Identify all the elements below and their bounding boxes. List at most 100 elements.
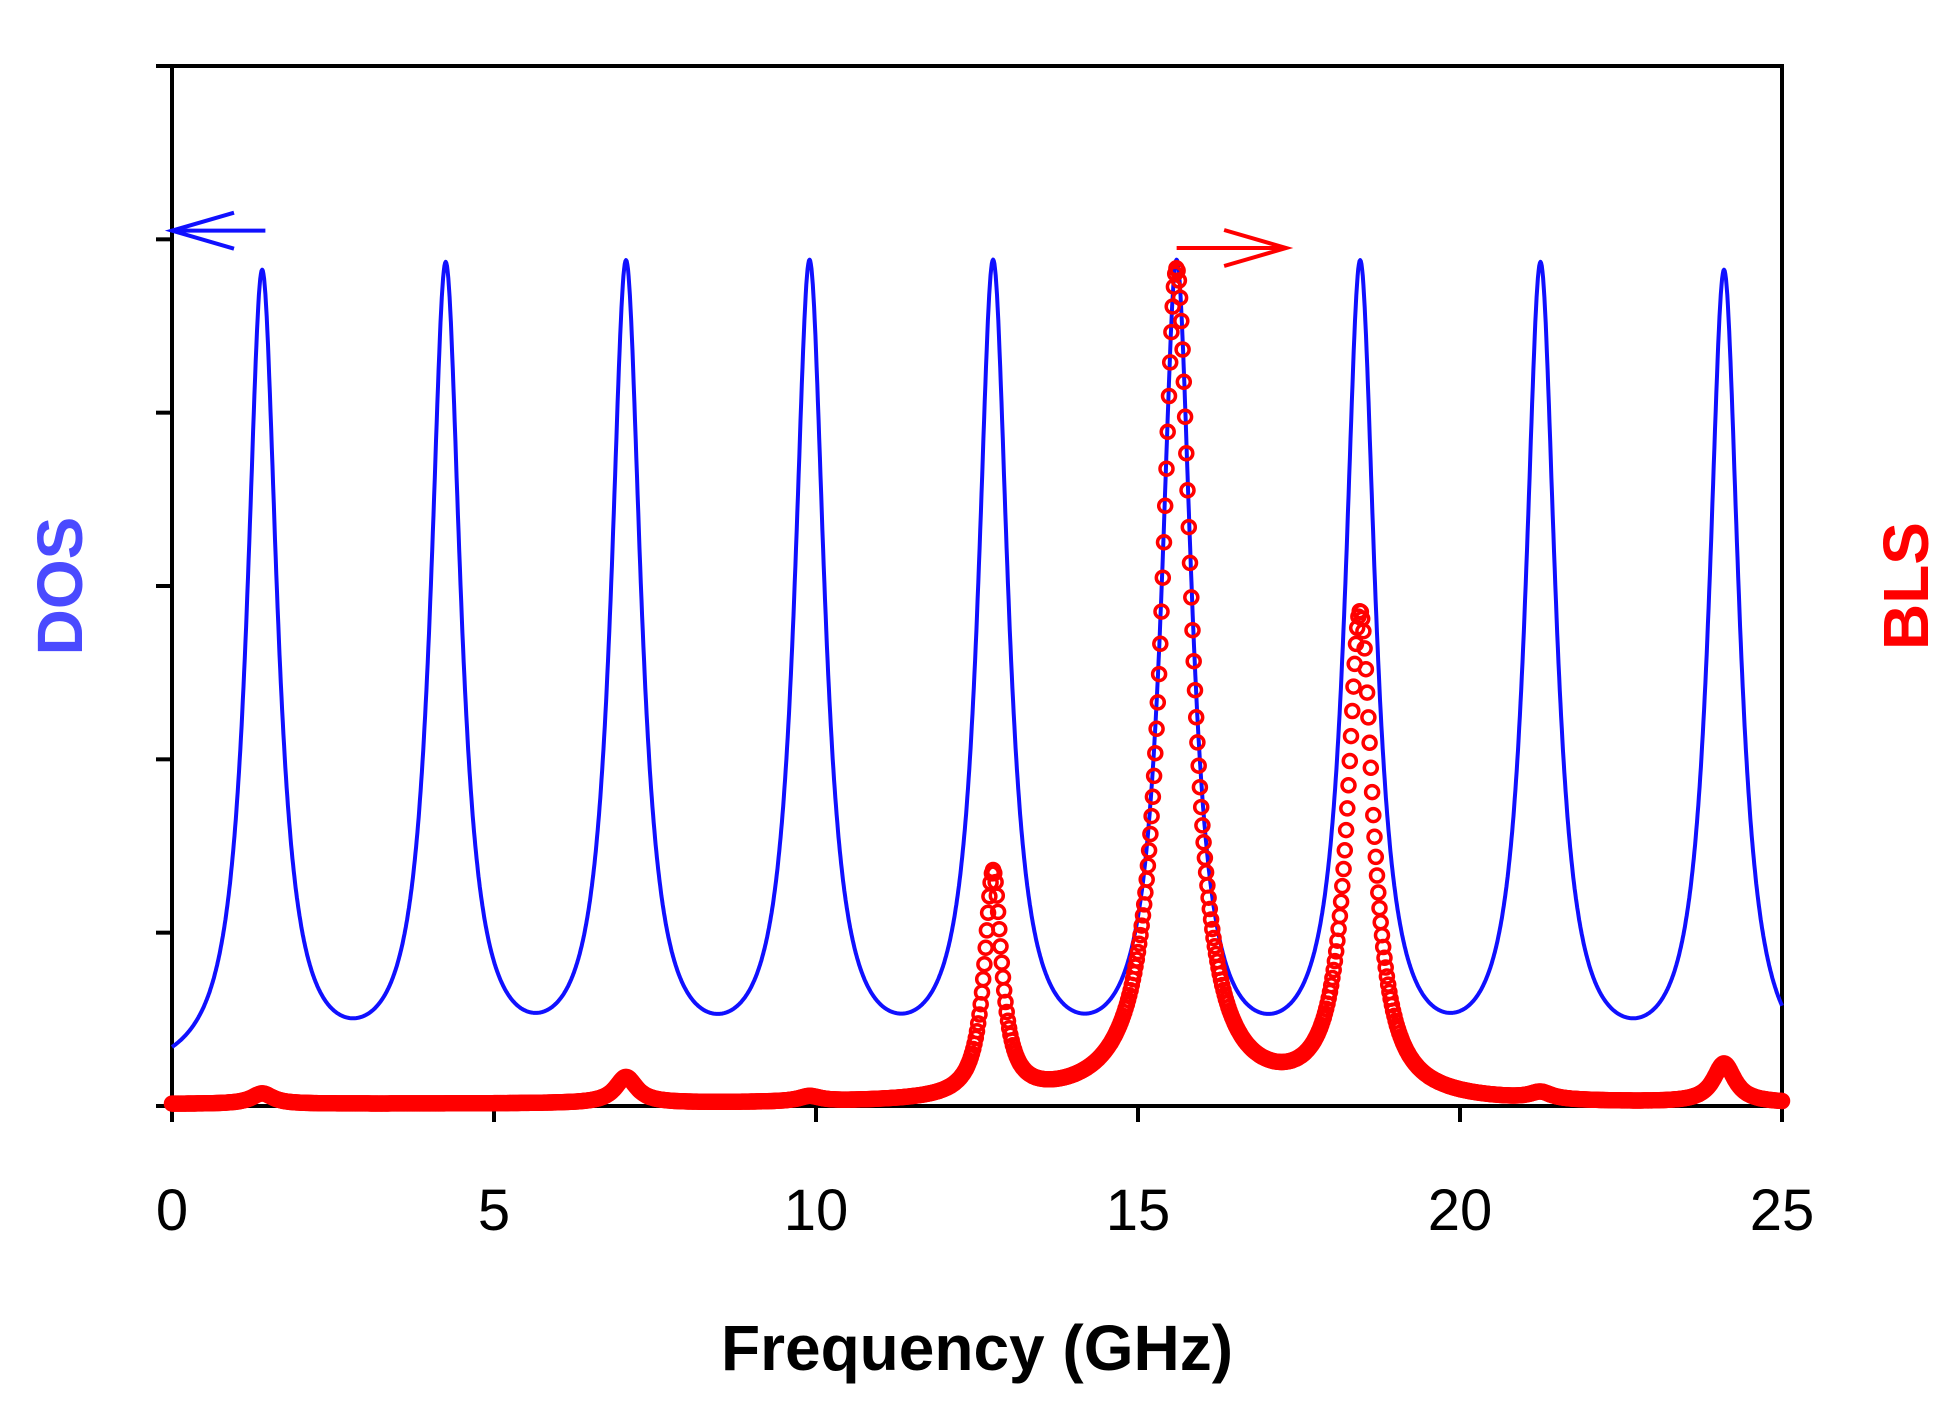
bls-point [1133, 917, 1150, 934]
bls-point [986, 864, 1003, 882]
bls-point [1184, 621, 1201, 639]
bls-point [979, 904, 997, 922]
bls-point [1371, 899, 1388, 917]
bls-point [1178, 445, 1195, 462]
bls-point [1155, 534, 1173, 551]
x-tick-labels: 0 5 10 15 20 25 [156, 1178, 1814, 1243]
bls-point [1202, 911, 1220, 928]
bls-point [1161, 354, 1179, 371]
bls-point [1148, 720, 1165, 738]
bls-point [1159, 423, 1176, 441]
bls-point [1345, 678, 1362, 695]
bls-point [997, 993, 1014, 1011]
bls-point [1185, 652, 1202, 670]
bls-point [1355, 622, 1372, 640]
bls-point [1174, 341, 1191, 358]
bls-point [976, 955, 993, 973]
tick-marks [156, 64, 1784, 1122]
bls-point [1154, 569, 1172, 586]
bls-point [1363, 783, 1381, 801]
bls-point [1149, 694, 1167, 711]
bls-point [1158, 460, 1175, 477]
x-tick-label: 25 [1750, 1178, 1815, 1243]
bls-point [1368, 867, 1386, 884]
bls-point [1191, 778, 1209, 796]
bls-point [1374, 938, 1392, 956]
bls-point [1147, 744, 1164, 762]
bls-point [974, 970, 992, 988]
bls-point [1181, 554, 1199, 572]
bls-point [998, 1003, 1015, 1021]
bls-point [1140, 842, 1158, 859]
bls-point [1366, 828, 1383, 846]
right-axis-title: BLS [1870, 522, 1942, 650]
left-axis-title: DOS [24, 517, 96, 656]
bls-point [1169, 262, 1186, 279]
bls-point [1356, 640, 1373, 657]
bls-point [969, 1015, 987, 1032]
bls-point [1152, 635, 1169, 653]
bls-point [1773, 1092, 1791, 1110]
bls-point [1332, 893, 1350, 910]
bls-point [1322, 977, 1340, 994]
bls-point [967, 1029, 985, 1047]
bls-point [1372, 914, 1389, 931]
bls-point [1336, 842, 1354, 859]
bls-point [1344, 702, 1361, 720]
left-arrow-head [164, 210, 235, 251]
bls-point [971, 1006, 988, 1023]
bls-point [1163, 323, 1180, 341]
bls-point [991, 920, 1008, 938]
bls-point [1378, 968, 1396, 985]
bls-point [1170, 272, 1188, 289]
bls-point [1360, 709, 1377, 726]
bls-point [1194, 817, 1211, 834]
bls-point [1326, 952, 1344, 970]
bls-point [994, 969, 1012, 986]
x-tick-label: 20 [1428, 1178, 1493, 1243]
bls-point [1205, 929, 1222, 947]
bls-point [1173, 312, 1190, 330]
bls-point [989, 903, 1007, 921]
bls-point [1325, 961, 1342, 979]
bls-point [1340, 777, 1357, 794]
bls-point [1342, 727, 1360, 745]
bls-point [1127, 958, 1144, 975]
bls-point [1186, 681, 1204, 699]
bls-point [1324, 969, 1341, 987]
bls-point [1153, 603, 1170, 620]
bls-point [1358, 684, 1376, 701]
bls-point [1192, 798, 1210, 816]
bls-point [1144, 788, 1162, 806]
bls-point [1176, 408, 1194, 426]
bls-point [1160, 387, 1178, 405]
x-tick-label: 5 [478, 1178, 510, 1243]
bls-point [1150, 665, 1168, 683]
right-arrow-head [1223, 228, 1294, 268]
bls-point [1337, 821, 1355, 839]
bls-point [1156, 497, 1174, 515]
bls-point [1334, 877, 1351, 895]
bls-point [1142, 825, 1159, 843]
bls-point [1361, 734, 1378, 752]
bls-point [1129, 943, 1147, 961]
bls-point [1335, 860, 1352, 878]
bls-point [1341, 752, 1359, 770]
bls-point [1376, 949, 1393, 967]
bls-point [1370, 884, 1387, 901]
bls-point [1195, 834, 1212, 851]
direction-arrows [164, 210, 1294, 268]
bls-point [1132, 926, 1149, 944]
bls-point [1362, 759, 1380, 777]
bls-point [1145, 767, 1163, 785]
bls-point [1204, 920, 1221, 938]
bls-point [968, 1022, 986, 1040]
x-tick-label: 15 [1106, 1178, 1171, 1243]
bls-point [1143, 807, 1160, 825]
bls-point [1171, 289, 1189, 306]
bls-series-points [163, 260, 1791, 1112]
bls-point [992, 938, 1009, 955]
bls-point [988, 887, 1006, 904]
bls-point [1128, 951, 1146, 968]
